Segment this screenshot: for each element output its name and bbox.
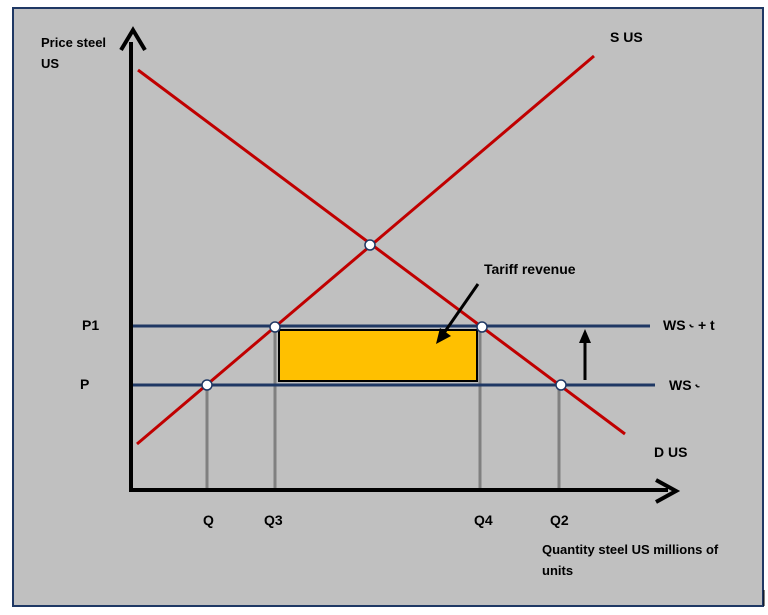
price-label-p1: P1: [82, 317, 99, 333]
diagram-background: [12, 7, 764, 607]
world-supply-tariff-label: WS ˞ + t: [663, 317, 715, 333]
quantity-label-q4: Q4: [474, 512, 493, 528]
point-q4-p1: [476, 321, 488, 333]
tariff-revenue-pointer-head: [436, 328, 451, 344]
y-axis-label-line1: Price steel: [41, 35, 106, 50]
x-axis-label-line2: units: [542, 563, 573, 578]
equilibrium-point: [364, 239, 376, 251]
quantity-label-q2: Q2: [550, 512, 569, 528]
point-q3-p1: [269, 321, 281, 333]
y-axis-label-line2: US: [41, 56, 59, 71]
world-supply-label: WS ˞: [669, 377, 700, 393]
x-axis-label-line1: Quantity steel US millions of: [542, 542, 719, 557]
demand-curve: [137, 68, 626, 436]
demand-label: D US: [654, 444, 687, 460]
y-axis-arrow: [119, 26, 147, 52]
tariff-shift-arrowhead: [579, 329, 591, 343]
price-label-p: P: [80, 376, 89, 392]
point-q2-p: [555, 379, 567, 391]
supply-label: S US: [610, 29, 643, 45]
quantity-label-q3: Q3: [264, 512, 283, 528]
x-axis-arrow: [655, 478, 681, 504]
tariff-revenue-label: Tariff revenue: [484, 261, 576, 277]
point-q-p: [201, 379, 213, 391]
tariff-revenue-pointer: [442, 283, 480, 334]
quantity-label-q: Q: [203, 512, 214, 528]
supply-curve: [136, 54, 595, 446]
